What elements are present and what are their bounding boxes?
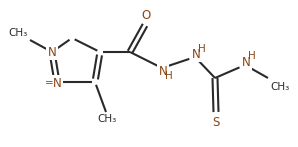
Text: CH₃: CH₃ [270,82,289,92]
Text: O: O [141,9,150,22]
Text: =: = [45,78,53,88]
Text: N: N [192,47,200,61]
Text: H: H [165,71,173,81]
Text: S: S [212,116,220,129]
Text: N: N [159,65,167,77]
Text: H: H [198,44,206,54]
Text: CH₃: CH₃ [97,114,117,124]
Text: H: H [248,51,256,61]
Text: CH₃: CH₃ [9,28,28,38]
Text: N: N [242,56,250,69]
Text: N: N [48,46,56,59]
Text: N: N [53,76,61,90]
